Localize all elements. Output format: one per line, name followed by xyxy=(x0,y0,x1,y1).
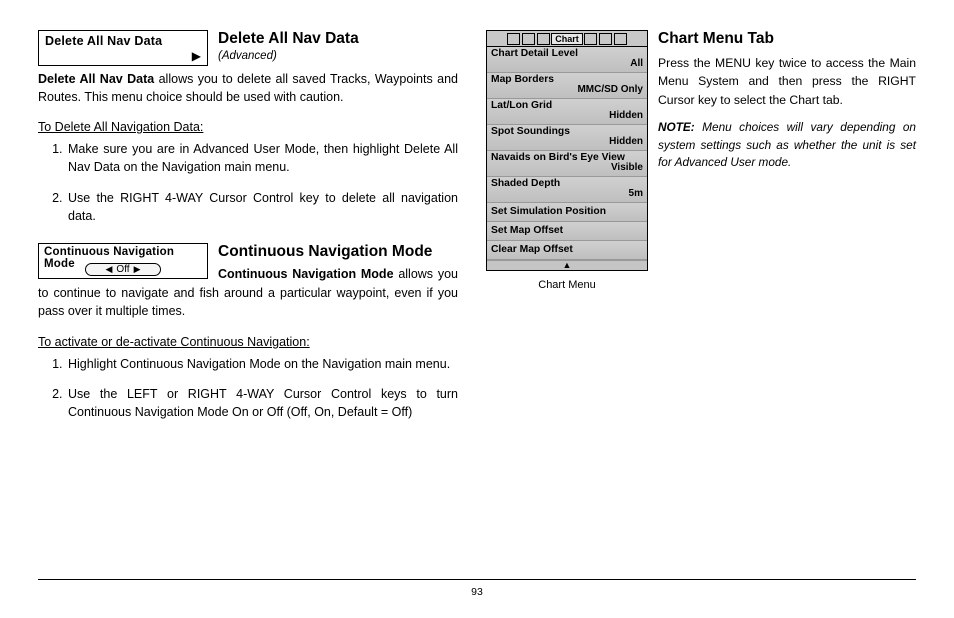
list-item: Highlight Continuous Navigation Mode on … xyxy=(66,355,458,373)
delete-ui-label: Delete All Nav Data xyxy=(45,34,162,48)
contnav-intro-bold: Continuous Navigation Mode xyxy=(218,267,394,281)
chart-row-key: Set Map Offset xyxy=(491,223,643,239)
chart-row-value: Hidden xyxy=(491,110,643,121)
columns: Delete All Nav Data ▶ Delete All Nav Dat… xyxy=(38,30,916,579)
contnav-toggle: ◀ Off ▶ xyxy=(85,263,161,276)
chart-row-value: Visible xyxy=(491,162,643,173)
arrow-right-icon: ▶ xyxy=(134,265,141,274)
delete-intro-bold: Delete All Nav Data xyxy=(38,72,154,86)
delete-title-block: Delete All Nav Data (Advanced) xyxy=(218,30,359,62)
chart-menu-rows: Chart Detail LevelAllMap BordersMMC/SD O… xyxy=(487,47,647,260)
tab-icon xyxy=(599,33,612,45)
chart-menu-screenshot: Chart Chart Detail LevelAllMap BordersMM… xyxy=(486,30,648,271)
contnav-steps: Highlight Continuous Navigation Mode on … xyxy=(38,355,458,421)
arrow-left-icon: ◀ xyxy=(106,265,113,274)
tab-icon xyxy=(537,33,550,45)
delete-title: Delete All Nav Data xyxy=(218,30,359,48)
left-column: Delete All Nav Data ▶ Delete All Nav Dat… xyxy=(38,30,458,579)
chart-tab-label: Chart xyxy=(551,33,583,45)
chart-menu-row: Chart Detail LevelAll xyxy=(487,47,647,73)
contnav-ui-box: Continuous Navigation Mode ◀ Off ▶ xyxy=(38,243,208,279)
tab-icon xyxy=(584,33,597,45)
chart-menu-tab-title: Chart Menu Tab xyxy=(658,30,916,48)
note-label: NOTE: xyxy=(658,120,695,134)
note-text: Menu choices will vary depending on syst… xyxy=(658,120,916,169)
chart-foot: ▲ xyxy=(487,260,647,270)
list-item: Use the LEFT or RIGHT 4-WAY Cursor Contr… xyxy=(66,385,458,421)
chart-menu-row: Set Simulation Position xyxy=(487,203,647,222)
manual-page: Delete All Nav Data ▶ Delete All Nav Dat… xyxy=(0,0,954,618)
delete-ui-box: Delete All Nav Data ▶ xyxy=(38,30,208,66)
arrow-up-icon: ▲ xyxy=(563,260,572,270)
chart-menu-row: Clear Map Offset xyxy=(487,241,647,260)
chart-menu-caption: Chart Menu xyxy=(486,279,648,291)
contnav-value: Off xyxy=(116,264,129,275)
chart-text-block: Chart Menu Tab Press the MENU key twice … xyxy=(658,30,916,579)
tab-icon xyxy=(522,33,535,45)
chart-menu-tabs: Chart xyxy=(487,31,647,47)
chart-row-value: All xyxy=(491,58,643,69)
arrow-right-icon: ▶ xyxy=(192,49,201,63)
delete-steps: Make sure you are in Advanced User Mode,… xyxy=(38,140,458,225)
page-number: 93 xyxy=(471,586,483,598)
chart-row-key: Clear Map Offset xyxy=(491,242,643,258)
chart-menu-figure: Chart Chart Detail LevelAllMap BordersMM… xyxy=(486,30,648,579)
chart-paragraph: Press the MENU key twice to access the M… xyxy=(658,54,916,109)
chart-row-value: Hidden xyxy=(491,136,643,147)
delete-howto-heading: To Delete All Navigation Data: xyxy=(38,120,458,134)
chart-menu-row: Spot SoundingsHidden xyxy=(487,125,647,151)
chart-row-value: MMC/SD Only xyxy=(491,84,643,95)
list-item: Make sure you are in Advanced User Mode,… xyxy=(66,140,458,176)
list-item: Use the RIGHT 4-WAY Cursor Control key t… xyxy=(66,189,458,225)
page-footer: 93 xyxy=(38,579,916,598)
delete-section-header: Delete All Nav Data ▶ Delete All Nav Dat… xyxy=(38,30,458,66)
chart-menu-row: Lat/Lon GridHidden xyxy=(487,99,647,125)
delete-subtitle: (Advanced) xyxy=(218,50,359,62)
delete-intro: Delete All Nav Data allows you to delete… xyxy=(38,70,458,106)
contnav-section: Continuous Navigation Mode ◀ Off ▶ Conti… xyxy=(38,243,458,321)
contnav-howto-heading: To activate or de-activate Continuous Na… xyxy=(38,335,458,349)
chart-menu-row: Map BordersMMC/SD Only xyxy=(487,73,647,99)
tab-icon xyxy=(507,33,520,45)
chart-menu-row: Shaded Depth5m xyxy=(487,177,647,203)
chart-menu-row: Set Map Offset xyxy=(487,222,647,241)
chart-note: NOTE: Menu choices will vary depending o… xyxy=(658,119,916,172)
chart-row-value: 5m xyxy=(491,188,643,199)
chart-row-key: Set Simulation Position xyxy=(491,204,643,220)
right-column: Chart Chart Detail LevelAllMap BordersMM… xyxy=(486,30,916,579)
chart-menu-row: Navaids on Bird's Eye ViewVisible xyxy=(487,151,647,177)
tab-icon xyxy=(614,33,627,45)
